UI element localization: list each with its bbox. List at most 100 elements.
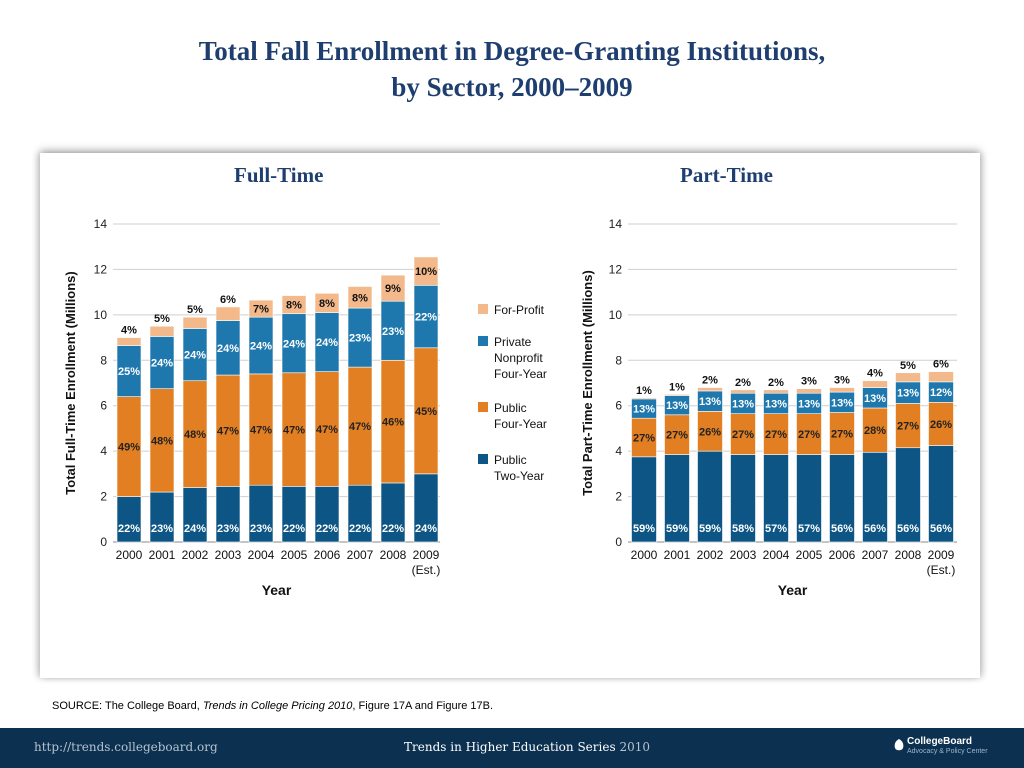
bar-data-label: 25%: [118, 366, 140, 378]
bar-data-label: 13%: [897, 388, 919, 400]
x-tick-label: 2009: [928, 548, 955, 562]
bar-segment: [347, 366, 373, 486]
x-tick-label: 2004: [763, 548, 790, 562]
bar-data-label: 22%: [382, 523, 404, 535]
legend-label: Public: [494, 401, 527, 415]
y-tick-label: 6: [615, 399, 622, 413]
x-axis-label: Year: [778, 582, 808, 598]
legend-label: Public: [494, 453, 527, 467]
legend-label: For-Profit: [494, 303, 545, 317]
bar-segment: [829, 412, 855, 455]
bar-segment: [248, 373, 274, 486]
bar-data-label: 3%: [801, 376, 817, 388]
bar-segment: [763, 454, 789, 543]
bar-data-label: 8%: [352, 292, 368, 304]
bar-data-label: 24%: [184, 350, 206, 362]
bar-data-label: 22%: [283, 523, 305, 535]
y-tick-label: 6: [100, 399, 107, 413]
bar-segment: [281, 313, 307, 374]
y-tick-label: 8: [100, 353, 107, 367]
source-note: SOURCE: The College Board, Trends in Col…: [52, 700, 493, 712]
bar-data-label: 4%: [121, 325, 137, 337]
bar-data-label: 2%: [735, 377, 751, 389]
bar-data-label: 47%: [283, 425, 305, 437]
bar-data-label: 48%: [151, 435, 173, 447]
footer-url-link[interactable]: http://trends.collegeboard.org: [34, 740, 218, 754]
bar-segment: [631, 456, 657, 543]
title-line-1: Total Fall Enrollment in Degree-Granting…: [198, 36, 826, 66]
bar-segment: [928, 402, 954, 446]
bar-data-label: 28%: [864, 425, 886, 437]
bar-segment: [895, 403, 921, 449]
logo-name: CollegeBoard: [907, 736, 973, 747]
x-tick-label: 2009: [413, 548, 440, 562]
legend-swatch: [478, 402, 488, 412]
x-tick-label: 2006: [314, 548, 341, 562]
x-tick-label: 2001: [149, 548, 176, 562]
bar-segment: [664, 414, 690, 455]
bar-data-label: 24%: [250, 341, 272, 353]
bar-segment: [631, 397, 657, 400]
bar-data-label: 58%: [732, 523, 754, 535]
bar-segment: [413, 347, 439, 475]
bar-data-label: 46%: [382, 417, 404, 429]
bar-segment: [116, 396, 142, 497]
x-tick-label: 2003: [215, 548, 242, 562]
bar-segment: [314, 292, 340, 313]
bar-segment: [248, 299, 274, 318]
bar-data-label: 49%: [118, 442, 140, 454]
x-tick-label: 2006: [829, 548, 856, 562]
bar-data-label: 8%: [286, 300, 302, 312]
bar-data-label: 56%: [930, 523, 952, 535]
bar-data-label: 57%: [765, 523, 787, 535]
y-tick-label: 10: [94, 308, 108, 322]
bar-segment: [116, 345, 142, 397]
bar-data-label: 59%: [699, 523, 721, 535]
bar-segment: [796, 413, 822, 455]
legend-swatch: [478, 454, 488, 464]
bar-data-label: 8%: [319, 298, 335, 310]
x-tick-label: 2004: [248, 548, 275, 562]
bar-data-label: 47%: [250, 425, 272, 437]
bar-data-label: 3%: [834, 375, 850, 387]
bar-segment: [631, 417, 657, 458]
bar-data-label: 23%: [349, 333, 371, 345]
bar-data-label: 27%: [666, 430, 688, 442]
bar-data-label: 24%: [283, 338, 305, 350]
bar-data-label: 7%: [253, 304, 269, 316]
bar-data-label: 13%: [831, 397, 853, 409]
bar-data-label: 1%: [669, 381, 685, 393]
collegeboard-logo: CollegeBoard Advocacy & Policy Center: [893, 736, 1019, 764]
bar-segment: [182, 316, 208, 329]
bar-data-label: 22%: [316, 523, 338, 535]
bar-data-label: 47%: [316, 424, 338, 436]
bar-data-label: 13%: [666, 400, 688, 412]
bar-segment: [730, 389, 756, 394]
bar-segment: [697, 411, 723, 452]
bar-data-label: 56%: [864, 523, 886, 535]
bar-segment: [281, 295, 307, 315]
bar-segment: [149, 491, 175, 543]
bar-data-label: 48%: [184, 429, 206, 441]
x-tick-label: 2005: [281, 548, 308, 562]
bar-data-label: 24%: [184, 523, 206, 535]
footer-series-name: Trends in Higher Education Series: [404, 740, 616, 754]
bar-data-label: 1%: [636, 385, 652, 397]
x-tick-label: 2001: [664, 548, 691, 562]
title-line-2: by Sector, 2000–2009: [391, 72, 633, 102]
y-tick-label: 4: [100, 444, 107, 458]
y-tick-label: 0: [100, 535, 107, 549]
x-tick-note: (Est.): [412, 563, 441, 577]
bar-segment: [182, 380, 208, 488]
footer-bar: [0, 728, 1024, 768]
bar-data-label: 5%: [187, 304, 203, 316]
bar-data-label: 13%: [798, 398, 820, 410]
bar-data-label: 59%: [633, 523, 655, 535]
bar-segment: [413, 473, 439, 543]
bar-segment: [664, 394, 690, 396]
bar-data-label: 13%: [699, 396, 721, 408]
source-prefix: SOURCE: The College Board,: [52, 700, 203, 712]
bar-segment: [763, 413, 789, 455]
bar-data-label: 26%: [930, 419, 952, 431]
bar-data-label: 10%: [415, 266, 437, 278]
